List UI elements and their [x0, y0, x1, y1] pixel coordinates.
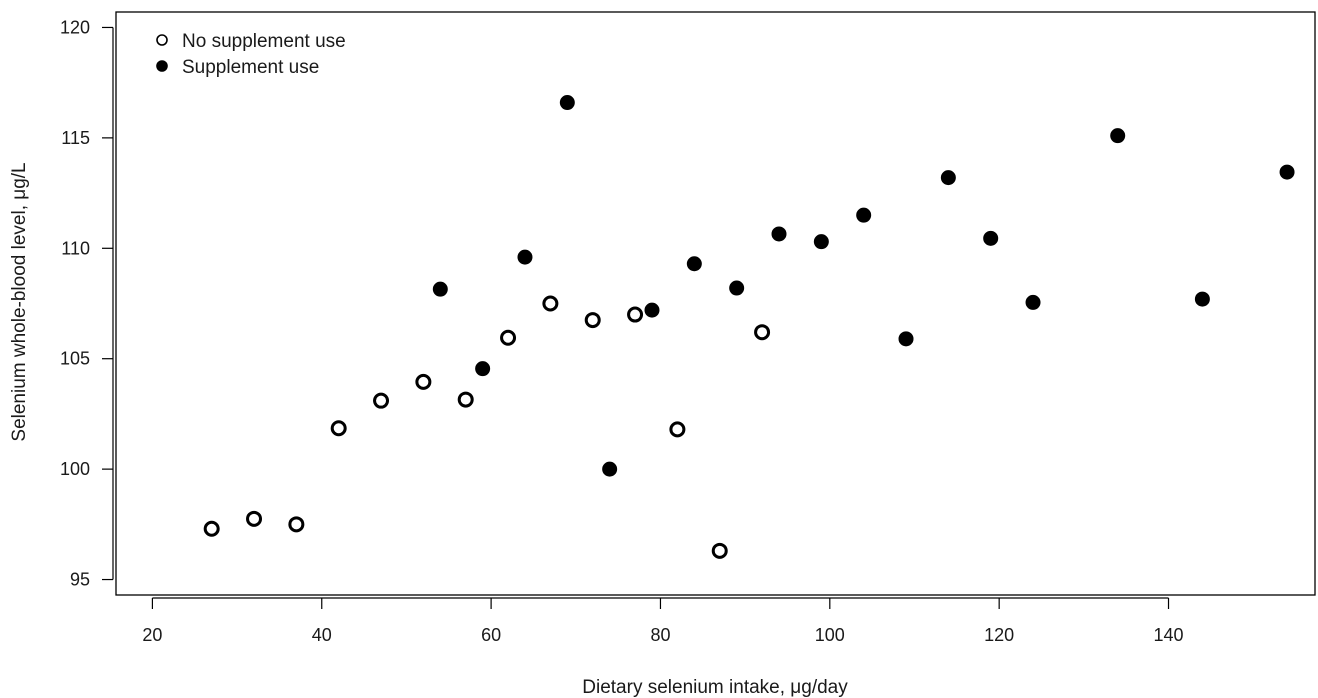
- point-no-supplement-use: [627, 306, 644, 323]
- point-no-supplement-use: [584, 312, 601, 329]
- x-tick-label: 40: [312, 625, 332, 645]
- point-no-supplement-use: [373, 392, 390, 409]
- y-tick-label: 120: [60, 17, 90, 37]
- point-supplement-use: [432, 281, 448, 297]
- point-supplement-use: [940, 170, 956, 186]
- x-tick-label: 80: [650, 625, 670, 645]
- point-supplement-use: [602, 461, 618, 477]
- legend-marker-supplement: [156, 60, 168, 72]
- y-axis: 95 100 105 110 115 120: [60, 17, 114, 590]
- y-tick-label: 100: [60, 459, 90, 479]
- point-no-supplement-use: [457, 391, 474, 408]
- x-tick-label: 20: [142, 625, 162, 645]
- point-supplement-use: [898, 331, 914, 347]
- legend-label-no-supplement: No supplement use: [182, 31, 346, 52]
- point-supplement-use: [983, 230, 999, 246]
- y-tick-label: 105: [60, 349, 90, 369]
- legend: No supplement use Supplement use: [156, 31, 346, 78]
- point-supplement-use: [559, 95, 575, 111]
- point-supplement-use: [856, 207, 872, 223]
- point-supplement-use: [475, 361, 491, 377]
- point-no-supplement-use: [711, 542, 728, 559]
- legend-label-supplement: Supplement use: [182, 57, 319, 78]
- legend-marker-no-supplement: [156, 34, 168, 46]
- point-no-supplement-use: [288, 516, 305, 533]
- point-supplement-use: [771, 226, 787, 242]
- point-no-supplement-use: [203, 520, 220, 537]
- point-no-supplement-use: [542, 295, 559, 312]
- point-no-supplement-use: [754, 324, 771, 341]
- point-supplement-use: [644, 302, 660, 318]
- plot-frame: [115, 11, 1316, 596]
- x-tick-label: 60: [481, 625, 501, 645]
- y-tick-label: 95: [70, 570, 90, 590]
- point-supplement-use: [686, 256, 702, 272]
- point-no-supplement-use: [669, 421, 686, 438]
- point-supplement-use: [1110, 128, 1126, 144]
- point-no-supplement-use: [246, 510, 263, 527]
- point-supplement-use: [729, 280, 745, 296]
- point-supplement-use: [813, 234, 829, 250]
- point-supplement-use: [1279, 164, 1295, 180]
- x-tick-label: 100: [815, 625, 845, 645]
- y-tick-label: 115: [61, 128, 90, 148]
- x-tick-label: 120: [984, 625, 1014, 645]
- x-tick-label: 140: [1153, 625, 1183, 645]
- y-tick-label: 110: [61, 238, 90, 258]
- point-supplement-use: [1194, 291, 1210, 307]
- x-axis-title: Dietary selenium intake, μg/day: [582, 677, 848, 698]
- point-no-supplement-use: [330, 420, 347, 437]
- x-axis: 20 40 60 80 100 120 140: [142, 597, 1184, 645]
- point-supplement-use: [517, 249, 533, 265]
- point-no-supplement-use: [500, 329, 517, 346]
- point-no-supplement-use: [415, 373, 432, 390]
- data-points: [203, 95, 1295, 559]
- y-axis-title: Selenium whole-blood level, μg/L: [9, 162, 30, 441]
- point-supplement-use: [1025, 294, 1041, 310]
